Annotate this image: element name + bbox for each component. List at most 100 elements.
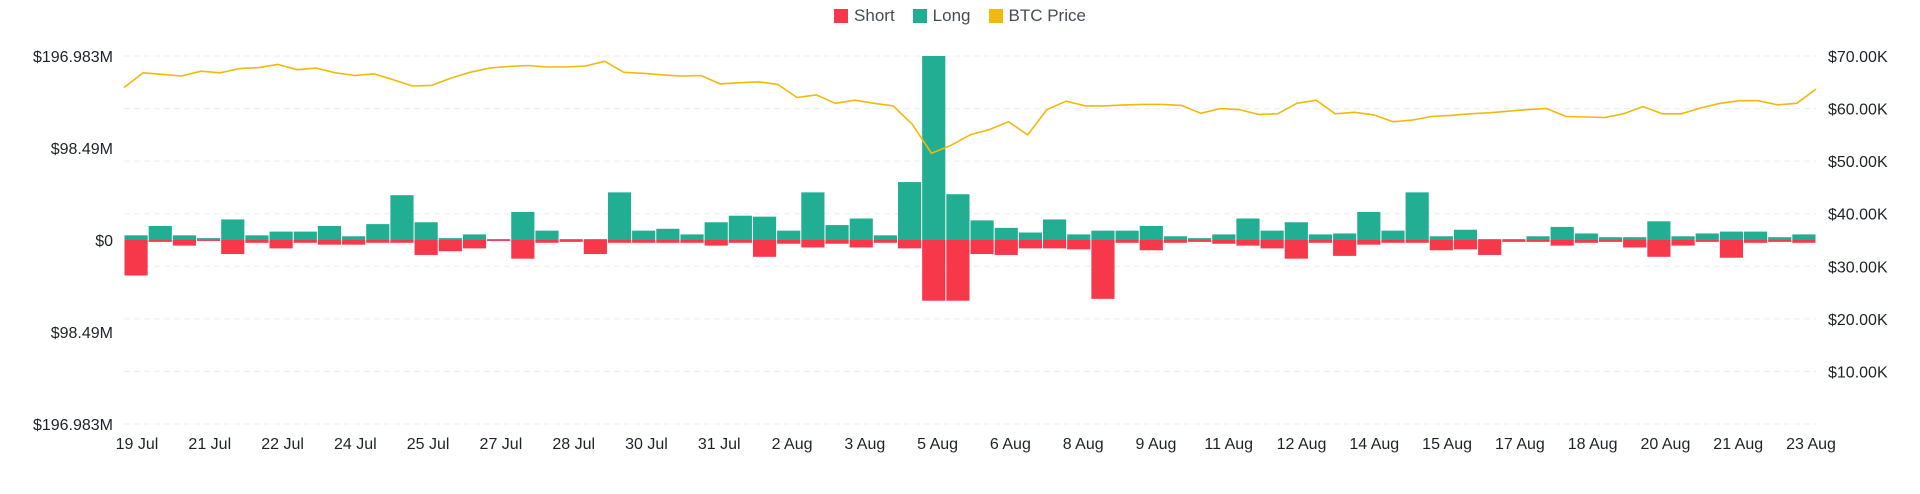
price-line-layer	[123, 60, 1817, 155]
long-bar	[704, 222, 728, 240]
long-bar	[172, 235, 197, 240]
long-bar	[1550, 226, 1574, 240]
long-bar	[1526, 236, 1550, 240]
short-bar	[342, 240, 366, 245]
short-bar	[656, 240, 680, 243]
long-bar	[245, 235, 269, 240]
short-bar	[632, 240, 656, 243]
long-bar	[1478, 239, 1502, 240]
long-bar	[873, 235, 897, 240]
short-bar	[559, 240, 583, 242]
long-bar	[1381, 230, 1405, 240]
short-bar	[873, 240, 897, 243]
legend-label-long: Long	[932, 6, 971, 25]
long-bar	[632, 230, 656, 240]
short-bar	[1623, 240, 1647, 248]
x-tick-label: 21 Aug	[1713, 436, 1763, 453]
long-bar	[390, 195, 414, 240]
short-bar	[487, 240, 511, 241]
short-bar	[1067, 240, 1091, 250]
short-bar	[414, 240, 438, 255]
x-tick-label: 19 Jul	[116, 436, 159, 453]
long-bar	[1018, 232, 1043, 240]
long-bar	[559, 239, 583, 240]
y-right-tick-label: $50.00K	[1828, 154, 1888, 171]
long-bar	[825, 225, 849, 240]
long-bar	[1405, 192, 1429, 240]
long-bar	[1453, 229, 1478, 240]
short-bar	[1018, 240, 1043, 249]
long-bar	[801, 192, 825, 240]
x-tick-label: 5 Aug	[917, 436, 958, 453]
short-bar	[970, 240, 994, 255]
long-bar	[1502, 239, 1526, 240]
short-bar	[1381, 240, 1405, 243]
legend-item-btc-price[interactable]: BTC Price	[988, 6, 1086, 26]
x-tick-label: 3 Aug	[844, 436, 885, 453]
x-tick-label: 15 Aug	[1422, 436, 1472, 453]
long-bar	[922, 56, 946, 240]
x-tick-label: 12 Aug	[1277, 436, 1327, 453]
y-left-tick-label: $196.983M	[33, 417, 113, 434]
short-bar	[1284, 240, 1308, 259]
long-bar	[728, 215, 752, 240]
short-bar	[1550, 240, 1574, 246]
short-bar	[728, 240, 752, 243]
x-tick-label: 9 Aug	[1135, 436, 1176, 453]
long-bar	[752, 216, 777, 240]
short-bar	[607, 240, 632, 243]
short-bar	[897, 240, 922, 249]
y-right-tick-label: $20.00K	[1828, 312, 1888, 329]
short-bar	[1333, 240, 1357, 256]
short-bar	[1598, 240, 1623, 242]
short-bar	[777, 240, 801, 244]
short-bar	[1163, 240, 1188, 243]
long-bar	[583, 239, 607, 240]
x-tick-label: 18 Aug	[1568, 436, 1618, 453]
chart-legend: Short Long BTC Price	[0, 6, 1920, 26]
short-bar	[583, 240, 607, 255]
short-bar	[245, 240, 269, 243]
long-bar	[1284, 222, 1308, 240]
short-bar	[1308, 240, 1333, 243]
short-bar	[922, 240, 946, 301]
short-bar	[438, 240, 462, 252]
long-bar	[1308, 234, 1333, 240]
long-bar	[1163, 236, 1188, 240]
x-tick-label: 23 Aug	[1786, 436, 1836, 453]
short-bar	[1212, 240, 1236, 244]
x-tick-label: 21 Jul	[188, 436, 231, 453]
short-bar	[1574, 240, 1598, 243]
long-bar	[607, 192, 632, 240]
short-bar	[390, 240, 414, 243]
short-bar	[1719, 240, 1743, 258]
x-tick-label: 24 Jul	[334, 436, 377, 453]
bars-layer	[124, 56, 1816, 301]
short-bar	[1429, 240, 1453, 251]
short-bar	[801, 240, 825, 248]
y-left-tick-label: $196.983M	[33, 49, 113, 66]
y-right-tick-label: $30.00K	[1828, 259, 1888, 276]
long-bar	[849, 218, 873, 240]
long-bar	[1574, 233, 1598, 240]
short-bar	[1188, 240, 1212, 242]
short-bar	[1405, 240, 1429, 243]
short-bar	[148, 240, 172, 242]
short-bar	[946, 240, 970, 301]
short-bar	[197, 240, 221, 241]
short-bar	[752, 240, 777, 257]
long-bar	[462, 234, 487, 240]
y-right-tick-label: $70.00K	[1828, 49, 1888, 66]
long-bar	[1188, 238, 1212, 240]
short-bar	[704, 240, 728, 246]
short-bar	[1671, 240, 1695, 246]
long-bar	[897, 182, 922, 240]
legend-item-short[interactable]: Short	[834, 6, 895, 26]
long-bar	[994, 227, 1018, 240]
short-bar	[1357, 240, 1381, 245]
x-tick-label: 11 Aug	[1204, 436, 1253, 453]
short-bar	[1502, 240, 1526, 242]
legend-item-long[interactable]: Long	[912, 6, 971, 26]
